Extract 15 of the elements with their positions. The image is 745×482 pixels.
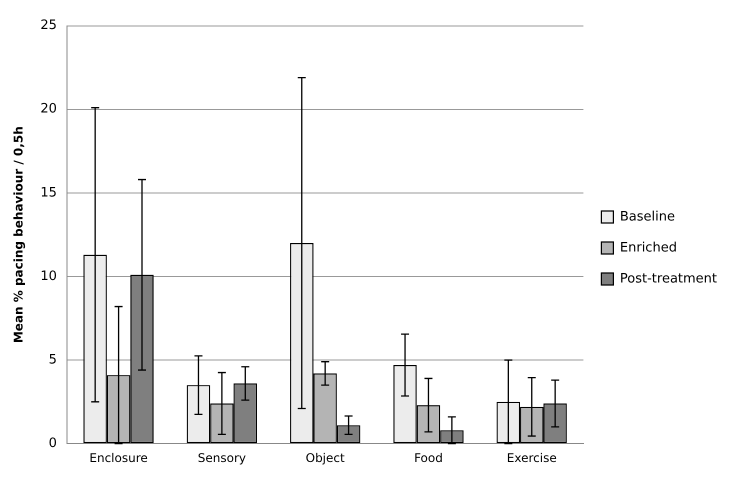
y-tick-label: 25 [40,18,57,34]
y-tick-label: 15 [40,185,57,200]
y-tick-label: 10 [40,268,57,284]
x-tick-label: Enclosure [89,450,148,465]
x-tick-label: Food [414,450,443,465]
legend-label: Post-treatment [620,271,718,286]
x-tick-label: Exercise [506,450,557,465]
x-tick-label: Sensory [198,450,246,465]
legend-label: Enriched [620,240,677,256]
y-axis-title: Mean % pacing behaviour / 0,5h [11,126,26,344]
y-tick-label: 0 [48,436,57,451]
legend-label: Baseline [620,209,676,224]
y-tick-label: 5 [48,352,57,368]
x-tick-label: Object [306,450,345,465]
y-tick-label: 20 [40,102,57,117]
